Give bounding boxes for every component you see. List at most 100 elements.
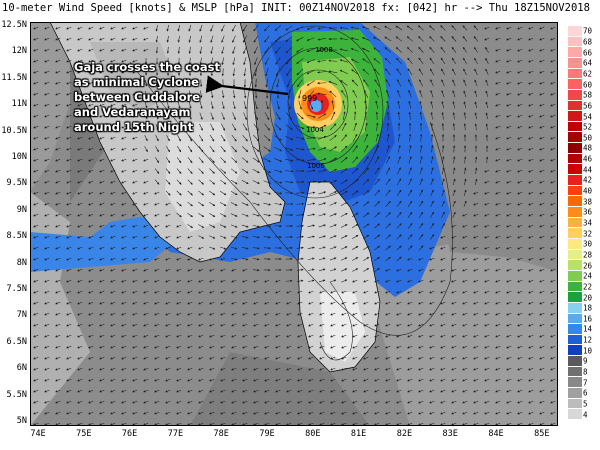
wind-vector (231, 157, 238, 163)
wind-vector (318, 113, 327, 119)
wind-vector (121, 92, 127, 96)
wind-vector (165, 179, 171, 185)
wind-vector (176, 179, 182, 185)
colorbar-cell (568, 249, 582, 261)
wind-vector (132, 92, 138, 96)
wind-vector (539, 37, 545, 41)
wind-vector (484, 169, 490, 173)
wind-vector (430, 156, 434, 164)
wind-vector (363, 190, 370, 196)
wind-vector (77, 136, 83, 140)
wind-vector (495, 59, 501, 63)
wind-vector (110, 136, 116, 140)
wind-vector (296, 68, 304, 76)
wind-vector (88, 191, 94, 195)
wind-vector (463, 79, 467, 87)
chart-title: 10-meter Wind Speed [knots] & MSLP [hPa]… (2, 2, 590, 14)
wind-vector (44, 136, 50, 140)
wind-vector (99, 191, 105, 195)
wind-vector (397, 144, 401, 153)
wind-speed-map: 1008 999 1004 1006 (30, 22, 558, 426)
wind-vector (144, 135, 148, 142)
colorbar-label: 48 (583, 143, 593, 153)
colorbar-label: 30 (583, 239, 593, 249)
wind-vector (363, 167, 369, 175)
wind-vector (121, 169, 127, 173)
wind-vector (429, 57, 435, 65)
wind-vector (55, 70, 61, 74)
wind-vector (198, 134, 204, 142)
wind-vector (198, 190, 205, 196)
wind-vector (88, 158, 94, 162)
wind-vector (463, 68, 467, 76)
wind-vector (506, 169, 512, 173)
colorbar-cell (568, 164, 582, 176)
wind-vector (66, 114, 72, 118)
wind-vector (517, 125, 523, 129)
wind-vector (318, 147, 327, 151)
wind-vector (285, 181, 294, 184)
wind-vector (231, 146, 237, 153)
wind-vector (166, 24, 169, 32)
lat-tick-label: 7N (16, 310, 27, 321)
wind-vector (351, 179, 359, 185)
wind-vector (198, 179, 204, 185)
wind-vector (188, 24, 192, 32)
colorbar-label: 14 (583, 324, 593, 334)
wind-vector (419, 178, 423, 186)
wind-vector (243, 57, 247, 66)
colorbar-label: 4 (583, 410, 588, 420)
lon-tick-label: 76E (121, 429, 138, 439)
wind-vector (254, 79, 258, 88)
colorbar-label: 12 (583, 335, 593, 345)
wind-vector (329, 146, 337, 152)
wind-vector (517, 59, 523, 63)
wind-vector (463, 90, 467, 98)
colorbar-label: 44 (583, 165, 593, 175)
wind-vector (340, 190, 348, 196)
wind-vector (264, 25, 270, 32)
wind-vector (384, 57, 391, 64)
wind-vector (352, 145, 358, 153)
wind-vector (550, 92, 556, 96)
wind-vector (463, 178, 467, 186)
wind-vector (506, 81, 512, 85)
wind-vector (221, 123, 225, 131)
wind-vector (66, 48, 72, 52)
wind-vector (350, 48, 359, 52)
wind-vector (452, 68, 456, 76)
wind-vector (484, 26, 490, 30)
wind-vector (243, 101, 247, 110)
wind-vector (373, 68, 380, 76)
wind-vector (386, 111, 390, 120)
wind-vector (77, 92, 83, 96)
wind-vector (55, 37, 61, 41)
wind-vector (298, 89, 302, 99)
wind-vector (110, 59, 116, 63)
wind-vector (441, 79, 445, 87)
wind-vector (33, 158, 39, 162)
wind-vector (306, 80, 315, 86)
wind-vector (441, 145, 445, 153)
wind-vector (274, 135, 282, 141)
wind-vector (285, 135, 294, 141)
wind-vector (287, 89, 290, 99)
wind-vector (44, 26, 50, 30)
wind-vector (495, 158, 501, 162)
wind-vector (351, 167, 359, 174)
wind-vector (176, 190, 182, 196)
wind-vector (517, 180, 523, 184)
wind-vector (88, 37, 94, 41)
wind-vector (188, 134, 192, 142)
wind-vector (165, 168, 171, 174)
wind-vector (385, 167, 391, 175)
wind-vector (121, 158, 127, 162)
wind-vector (121, 81, 127, 85)
wind-vector (66, 37, 72, 41)
wind-vector (364, 133, 368, 142)
lon-tick-label: 82E (396, 429, 413, 439)
wind-vector (462, 46, 468, 53)
wind-vector (198, 145, 204, 153)
wind-vector (263, 146, 271, 152)
wind-vector (177, 35, 180, 43)
